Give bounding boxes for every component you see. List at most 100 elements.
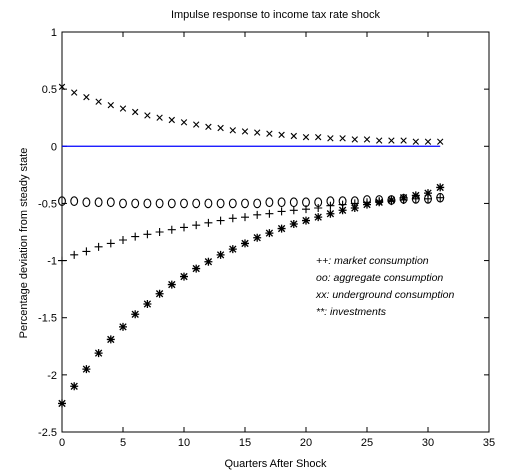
investments-point — [192, 264, 201, 273]
underground-consumption-point — [327, 135, 334, 142]
market-consumption-point — [119, 236, 127, 244]
underground-consumption-point — [400, 137, 407, 144]
investments-point — [314, 213, 323, 222]
underground-consumption-point — [205, 123, 212, 131]
y-tick-label: -1 — [47, 256, 57, 268]
y-tick-label: -2.5 — [38, 427, 57, 439]
investments-point — [241, 239, 249, 248]
investments-point — [375, 198, 384, 207]
x-tick-label: 35 — [483, 437, 495, 449]
market-consumption-point — [106, 239, 115, 248]
investments-point — [411, 191, 420, 200]
axes-frame — [61, 31, 490, 433]
investments-point — [228, 245, 237, 254]
aggregate-consumption-point — [143, 198, 152, 209]
underground-consumption-point — [363, 136, 371, 143]
investments-point — [253, 233, 262, 242]
underground-consumption-point — [315, 133, 322, 141]
underground-consumption-point — [424, 138, 432, 145]
x-axis-label: Quarters After Shock — [224, 458, 327, 470]
aggregate-consumption-point — [265, 197, 274, 208]
market-consumption-point — [143, 230, 152, 239]
underground-consumption-point — [339, 135, 346, 142]
market-consumption-point — [241, 213, 249, 222]
market-consumption-point — [436, 193, 445, 202]
aggregate-consumption-point — [131, 198, 140, 209]
aggregate-consumption-point — [106, 197, 115, 208]
market-consumption-point — [192, 221, 201, 230]
investments-point — [350, 204, 359, 212]
y-tick-label: -2 — [47, 370, 57, 382]
aggregate-consumption-point — [70, 196, 79, 206]
market-consumption-point — [228, 214, 237, 223]
underground-consumption-point — [132, 108, 139, 116]
aggregate-consumption-point — [289, 197, 298, 208]
market-consumption-point — [167, 225, 176, 234]
aggregate-consumption-point — [216, 198, 225, 209]
y-axis-label-text: Percentage deviation from steady state — [18, 147, 30, 339]
market-consumption-point — [180, 223, 188, 232]
aggregate-consumption-point — [228, 198, 237, 209]
aggregate-consumption-point — [119, 198, 127, 209]
investments-point — [82, 365, 91, 374]
underground-consumption-point — [193, 121, 200, 128]
market-consumption-point — [58, 256, 66, 265]
aggregate-consumption-point — [155, 198, 164, 209]
aggregate-consumption-point — [82, 197, 91, 208]
market-consumption-point — [277, 207, 286, 216]
market-consumption-point — [70, 250, 79, 259]
investments-point — [216, 250, 225, 259]
investments-point — [387, 196, 396, 204]
y-tick-label: 1 — [51, 27, 57, 39]
aggregate-consumption-point — [253, 198, 262, 209]
aggregate-consumption-point — [436, 192, 445, 203]
underground-consumption-point — [254, 129, 261, 136]
market-consumption-point — [216, 216, 225, 225]
underground-consumption-point — [302, 133, 310, 141]
x-tick-label: 15 — [239, 437, 251, 449]
aggregate-consumption-point — [326, 196, 335, 206]
x-tick-label: 5 — [120, 437, 126, 449]
y-tick-label: -0.5 — [38, 198, 57, 210]
investments-point — [277, 224, 286, 233]
aggregate-consumption-point — [58, 196, 66, 206]
chart-title: Impulse response to income tax rate shoc… — [170, 9, 381, 21]
underground-consumption-point — [388, 137, 395, 144]
aggregate-consumption-point — [180, 198, 188, 209]
market-consumption-point — [265, 209, 274, 218]
aggregate-consumption-point — [314, 197, 323, 208]
underground-consumption-point — [95, 98, 102, 105]
investments-point — [204, 257, 213, 266]
legend-entry: **: investments — [316, 306, 387, 318]
market-consumption-point — [204, 218, 213, 227]
market-consumption-point — [94, 242, 103, 251]
underground-consumption-point — [58, 83, 66, 91]
investments-point — [302, 216, 310, 225]
underground-consumption-point — [290, 132, 297, 140]
investments-point — [289, 220, 298, 228]
underground-consumption-point — [144, 112, 151, 119]
investments-point — [265, 229, 274, 238]
aggregate-consumption-point — [338, 196, 347, 206]
aggregate-consumption-point — [192, 198, 201, 209]
investments-point — [326, 209, 335, 218]
y-tick-label: 0 — [51, 141, 57, 153]
market-consumption-point — [131, 232, 140, 241]
investments-point — [338, 206, 347, 215]
market-consumption-point — [155, 228, 164, 236]
underground-consumption-point — [119, 105, 127, 112]
underground-consumption-point — [412, 138, 419, 145]
underground-consumption-point — [278, 131, 285, 139]
legend-entry: xx: underground consumption — [315, 289, 454, 301]
underground-consumption-point — [156, 114, 163, 121]
underground-consumption-point — [351, 136, 358, 143]
x-tick-label: 25 — [361, 437, 373, 449]
market-consumption-point — [253, 210, 262, 219]
market-consumption-point — [289, 206, 298, 215]
investments-point — [363, 200, 371, 209]
aggregate-consumption-point — [302, 197, 310, 208]
underground-consumption-point — [168, 116, 175, 124]
underground-consumption-point — [107, 101, 114, 109]
